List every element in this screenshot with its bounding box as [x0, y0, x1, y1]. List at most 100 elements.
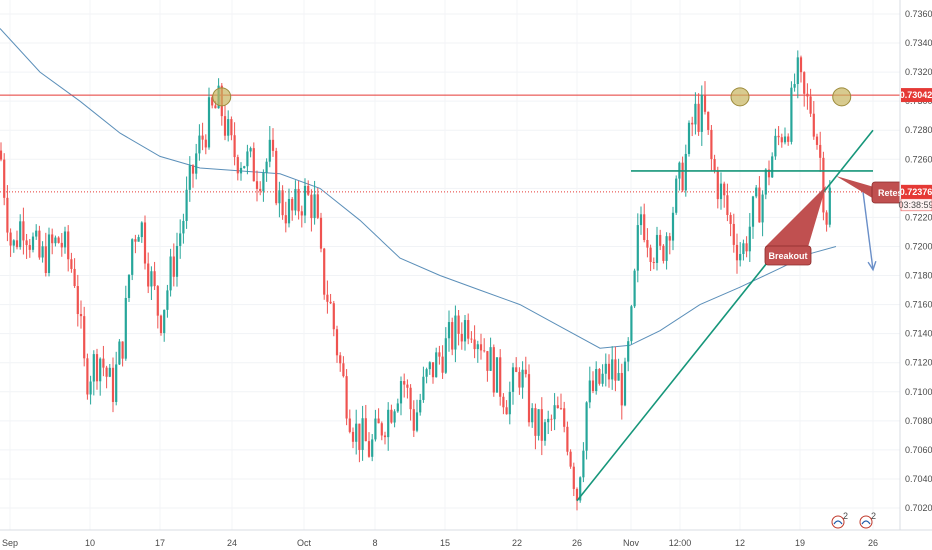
candle-body [127, 274, 131, 298]
candle-body [579, 477, 582, 501]
candle-body [233, 135, 236, 158]
candle-body [163, 309, 166, 334]
candle-body [783, 136, 787, 143]
candle-body [489, 347, 492, 371]
candle-body [214, 105, 217, 109]
candle-body [147, 263, 150, 287]
candle-body [252, 148, 255, 182]
candle-body [822, 157, 825, 213]
candle-body [483, 350, 486, 352]
candle-body [108, 367, 111, 377]
candle-body [652, 262, 655, 263]
candle-body [377, 418, 380, 424]
candle-body [675, 178, 678, 213]
candle-body [83, 316, 86, 359]
candle-body [710, 129, 713, 160]
x-tick-label: 8 [372, 538, 377, 548]
candle-body [345, 376, 348, 419]
candle-body [662, 245, 665, 261]
candle-body [502, 396, 505, 408]
candle-body [175, 245, 179, 277]
candle-body [643, 214, 646, 240]
price-badge [901, 184, 932, 199]
candle-body [553, 405, 556, 420]
candle-body [575, 488, 579, 501]
x-tick-label: 12:00 [669, 538, 692, 548]
candle-body [639, 214, 643, 226]
candle-body [627, 341, 630, 362]
x-tick-label: 26 [868, 538, 878, 548]
x-axis: Sep 10 17 24 Oct 8 15 22 26 Nov 12:00 12 19 262 2 [0, 511, 932, 548]
candle-body [12, 240, 15, 246]
candle-body [153, 271, 156, 287]
candle-body [79, 314, 83, 317]
candle-body [316, 194, 319, 218]
candle-body [172, 256, 175, 277]
candle-body [95, 354, 99, 382]
candle-body [399, 381, 403, 404]
candle-body [284, 215, 287, 224]
x-tick-label: 22 [512, 538, 522, 548]
candle-body [73, 268, 76, 287]
candle-body [380, 423, 383, 436]
retest-callout-pointer [836, 176, 874, 199]
candle-body [89, 381, 92, 395]
event-badge-icon [831, 515, 845, 529]
candle-body [687, 122, 691, 154]
candle-body [191, 165, 195, 174]
candle-body [188, 165, 191, 190]
candle-body [828, 187, 831, 225]
candle-body [204, 139, 207, 148]
candles-layer [0, 50, 831, 511]
candle-body [527, 374, 531, 423]
candle-body [6, 197, 9, 233]
candle-body [806, 93, 809, 97]
projection-arrow [861, 188, 874, 270]
x-tick-label: 15 [440, 538, 450, 548]
candle-body [505, 407, 508, 415]
candle-body [166, 290, 169, 310]
candle-body [803, 72, 806, 94]
x-tick-label: 24 [227, 538, 237, 548]
candle-body [764, 169, 767, 195]
pivot-marker [832, 87, 852, 107]
candle-body [796, 57, 799, 85]
candle-body [659, 234, 662, 246]
y-axis: 0.736000.734000.732000.730000.728000.726… [898, 0, 932, 530]
candle-body [348, 418, 351, 432]
candle-body [303, 185, 307, 216]
candle-body [230, 119, 233, 136]
candle-body [518, 371, 521, 388]
countdown-text: 03:38:59 [898, 200, 932, 210]
candle-body [697, 103, 700, 132]
candle-body [111, 367, 115, 402]
x-tick-label: 19 [795, 538, 805, 548]
candle-body [537, 409, 540, 436]
candle-body [492, 347, 495, 393]
x-tick-label: 26 [572, 538, 582, 548]
retest-label: Retest [878, 188, 906, 198]
candle-body [393, 411, 396, 423]
candle-body [707, 111, 710, 130]
grid-layer [0, 0, 900, 530]
candle-body [787, 136, 790, 142]
x-tick-label: Oct [297, 538, 312, 548]
x-tick-label: 17 [155, 538, 165, 548]
candle-body [86, 358, 89, 395]
candle-body [67, 231, 70, 260]
candle-body [41, 246, 44, 258]
candle-body [54, 237, 57, 244]
candle-body [313, 194, 316, 219]
candle-body [703, 94, 707, 112]
candle-body [684, 153, 687, 191]
candle-body [227, 119, 230, 136]
candle-body [323, 248, 326, 295]
candle-body [271, 139, 275, 151]
candle-body [223, 116, 227, 136]
candle-body [425, 369, 428, 377]
